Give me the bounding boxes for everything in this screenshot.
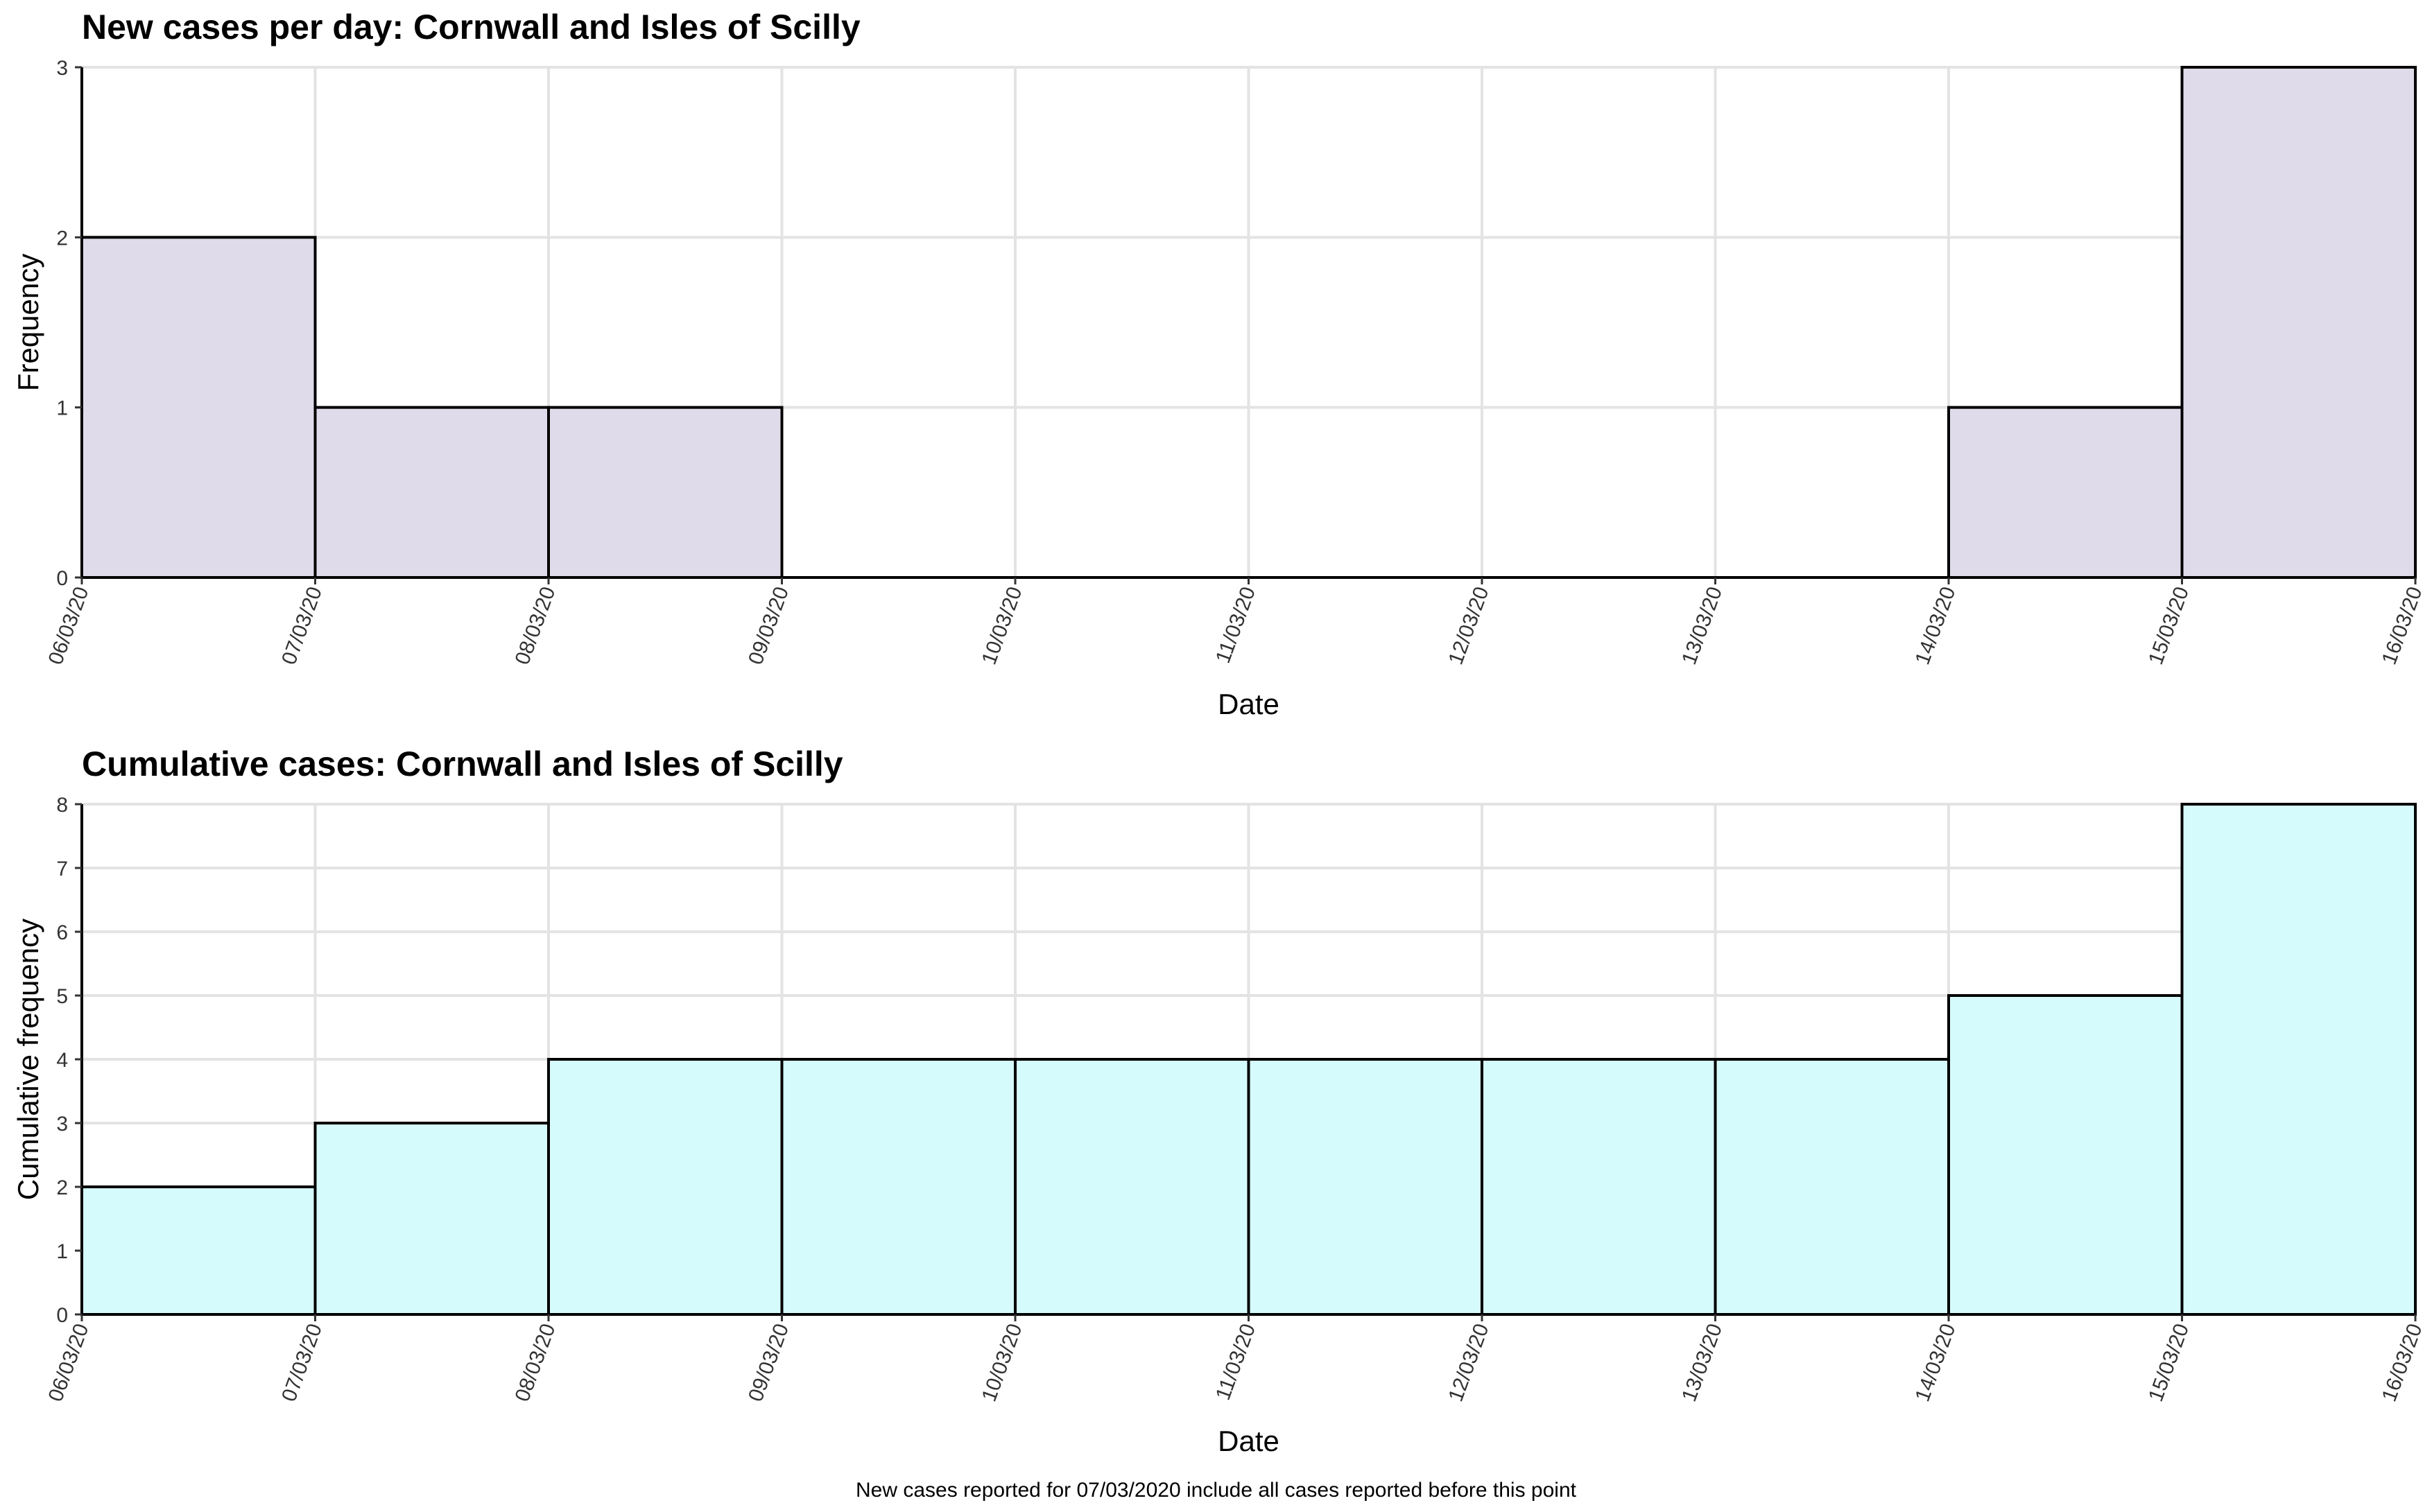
x-tick-label: 07/03/20 xyxy=(277,1321,327,1405)
y-tick-label: 2 xyxy=(56,227,68,250)
x-tick-label: 14/03/20 xyxy=(1911,1321,1960,1405)
y-tick-label: 0 xyxy=(56,1304,68,1327)
x-tick-label: 16/03/20 xyxy=(2378,584,2427,668)
x-tick-label: 10/03/20 xyxy=(978,584,1027,668)
y-tick-label: 6 xyxy=(56,921,68,944)
x-tick-label: 15/03/20 xyxy=(2144,1321,2193,1405)
x-tick-label: 15/03/20 xyxy=(2144,584,2193,668)
bar xyxy=(547,1058,784,1316)
new-cases-chart: New cases per day: Cornwall and Isles of… xyxy=(0,0,2432,737)
bar xyxy=(2180,803,2417,1316)
bar xyxy=(2180,66,2417,579)
bar xyxy=(313,1122,550,1316)
y-tick-label: 8 xyxy=(56,794,68,817)
x-tick-label: 09/03/20 xyxy=(744,1321,793,1405)
x-tick-label: 14/03/20 xyxy=(1911,584,1960,668)
bar xyxy=(80,236,317,579)
y-tick-label: 4 xyxy=(56,1049,68,1072)
bar xyxy=(1947,994,2184,1316)
x-tick-label: 13/03/20 xyxy=(1678,584,1727,668)
x-tick-label: 10/03/20 xyxy=(978,1321,1027,1405)
x-tick-label: 06/03/20 xyxy=(44,584,94,668)
y-tick-label: 7 xyxy=(56,858,68,880)
y-axis-title: Frequency xyxy=(12,254,44,391)
new-cases-plot: 0 1 2 3 06/03/20 07/03/20 08/03/20 09/03/20 10/0… xyxy=(12,57,2427,720)
chart-title: Cumulative cases: Cornwall and Isles of … xyxy=(82,745,843,783)
y-tick-label: 5 xyxy=(56,985,68,1008)
x-tick-label: 11/03/20 xyxy=(1211,584,1260,666)
y-tick-label: 1 xyxy=(56,1240,68,1263)
x-tick-label: 12/03/20 xyxy=(1444,584,1494,668)
y-axis-title: Cumulative frequency xyxy=(12,919,44,1200)
y-tick-label: 3 xyxy=(56,1113,68,1136)
x-tick-label: 09/03/20 xyxy=(744,584,793,668)
bar xyxy=(80,1185,317,1316)
x-axis-title: Date xyxy=(1218,1425,1279,1457)
x-tick-label: 12/03/20 xyxy=(1444,1321,1494,1405)
y-tick-label: 1 xyxy=(56,397,68,420)
x-tick-label: 08/03/20 xyxy=(511,1321,560,1405)
x-tick-label: 13/03/20 xyxy=(1678,1321,1727,1405)
y-tick-label: 3 xyxy=(56,57,68,80)
bar xyxy=(1714,1058,1950,1316)
x-tick-label: 16/03/20 xyxy=(2378,1321,2427,1405)
bar xyxy=(1247,1058,1483,1316)
x-tick-label: 07/03/20 xyxy=(277,584,327,668)
cumulative-cases-chart: Cumulative cases: Cornwall and Isles of … xyxy=(0,737,2432,1474)
bar xyxy=(780,1058,1017,1316)
x-tick-label: 06/03/20 xyxy=(44,1321,94,1405)
x-tick-label: 11/03/20 xyxy=(1211,1321,1260,1403)
chart-title: New cases per day: Cornwall and Isles of… xyxy=(82,8,861,46)
bar xyxy=(1014,1058,1250,1316)
bar xyxy=(1481,1058,1717,1316)
x-tick-label: 08/03/20 xyxy=(511,584,560,668)
bar xyxy=(547,406,784,580)
bar xyxy=(313,406,550,580)
cumulative-cases-plot: 0 1 2 3 4 5 6 7 8 06/03/20 07/03/20 08/03/20 09/03/2… xyxy=(12,794,2427,1457)
x-axis-title: Date xyxy=(1218,688,1279,720)
y-tick-label: 0 xyxy=(56,567,68,590)
bar xyxy=(1947,406,2184,580)
y-tick-label: 2 xyxy=(56,1176,68,1199)
footnote: New cases reported for 07/03/2020 includ… xyxy=(856,1479,1576,1502)
